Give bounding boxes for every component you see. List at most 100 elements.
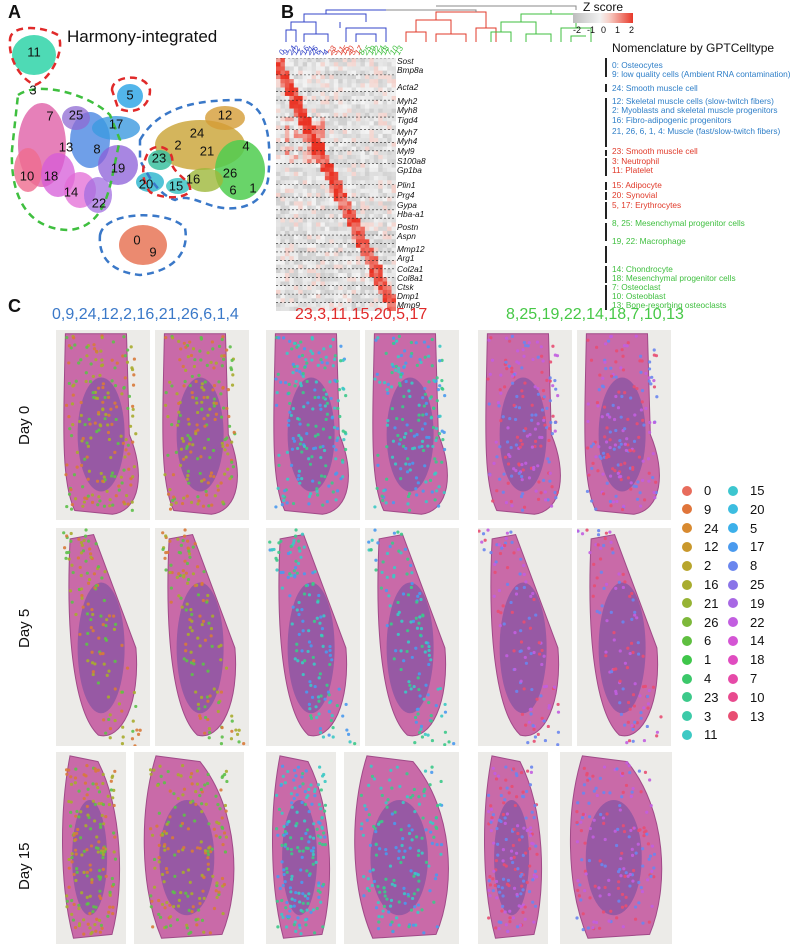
heatmap-cell <box>347 108 352 114</box>
heatmap-cell <box>342 268 348 274</box>
heatmap-cell <box>320 222 326 227</box>
heatmap-cell <box>356 268 361 274</box>
heatmap-cell <box>356 243 361 249</box>
heatmap-cell <box>382 306 388 311</box>
heatmap-cell <box>342 91 348 97</box>
heatmap-cell <box>284 294 290 299</box>
heatmap-cell <box>351 142 357 147</box>
heatmap-cell <box>289 251 295 257</box>
legend-label: 22 <box>750 614 765 630</box>
heatmap-cell <box>320 133 326 139</box>
heatmap-cell <box>347 138 352 143</box>
heatmap-cell <box>387 281 392 286</box>
legend-label: 23 <box>704 689 719 705</box>
heatmap-cell <box>276 171 281 177</box>
heatmap-cell <box>324 302 330 308</box>
heatmap-cell <box>382 163 388 168</box>
heatmap-cell <box>378 281 383 286</box>
heatmap-cell <box>329 277 335 282</box>
heatmap-cell <box>360 294 366 299</box>
heatmap-cell <box>298 163 303 168</box>
heatmap-cell <box>364 264 370 270</box>
heatmap-cell <box>338 192 343 198</box>
heatmap-cell <box>387 150 392 156</box>
heatmap-cell <box>347 129 352 135</box>
heatmap-cell <box>364 235 370 240</box>
heatmap-cell <box>298 74 303 80</box>
heatmap-cell <box>333 108 339 114</box>
heatmap-cell <box>329 214 335 219</box>
heatmap-cell <box>284 298 290 303</box>
heatmap-cell <box>347 171 352 177</box>
heatmap-cell <box>382 146 388 152</box>
heatmap-cell <box>284 192 290 198</box>
heatmap-cell <box>369 256 375 261</box>
heatmap-cell <box>316 277 321 282</box>
heatmap-cell <box>382 87 388 93</box>
heatmap-cell <box>293 226 299 232</box>
heatmap-cell <box>320 171 326 177</box>
heatmap-cell <box>356 66 361 71</box>
heatmap-cell <box>382 70 388 76</box>
heatmap-cell <box>302 121 308 126</box>
heatmap-cell <box>382 95 388 101</box>
heatmap-cell <box>316 226 321 232</box>
heatmap-cell <box>338 243 343 249</box>
heatmap-cell <box>338 273 343 278</box>
heatmap-cell <box>382 209 388 215</box>
heatmap-cell <box>338 188 343 194</box>
heatmap-cell <box>347 298 352 303</box>
heatmap-cell <box>311 289 317 295</box>
heatmap-cell <box>329 218 335 223</box>
heatmap-cell <box>311 302 317 308</box>
legend-label: 17 <box>750 539 765 555</box>
heatmap-cell <box>284 133 290 139</box>
heatmap-cell <box>378 302 383 308</box>
heatmap-cell <box>311 268 317 274</box>
group-title-green: 8,25,19,22,14,18,7,10,13 <box>506 306 684 323</box>
heatmap-cell <box>351 79 357 84</box>
nomenclature-title: Nomenclature by GPTCelltype <box>612 41 775 55</box>
heatmap-cell <box>378 133 383 139</box>
zscore-bar <box>573 13 633 23</box>
legend-label: 21 <box>704 595 719 611</box>
heatmap-cell <box>307 247 312 253</box>
heatmap-cell <box>342 104 348 109</box>
heatmap-cell <box>356 302 361 308</box>
tissue-image <box>477 528 561 747</box>
heatmap-cell <box>347 146 352 152</box>
heatmap-cell <box>311 273 317 278</box>
heatmap-cell <box>302 171 308 177</box>
legend-label: 1 <box>704 652 712 668</box>
heatmap-cell <box>364 289 370 295</box>
group-title-red: 23,3,11,15,20,5,17 <box>295 306 428 323</box>
heatmap-cell <box>391 226 396 232</box>
gene-label: Gypa <box>397 200 417 210</box>
heatmap-cell <box>307 281 312 286</box>
heatmap-cell <box>373 188 379 194</box>
heatmap-cell <box>382 129 388 135</box>
cell-type-annotation: 2: Myoblasts and skeletal muscle progeni… <box>612 105 778 115</box>
heatmap-cell <box>387 87 392 93</box>
heatmap-cell <box>342 226 348 232</box>
heatmap-cell <box>302 302 308 308</box>
heatmap-cell <box>311 188 317 194</box>
heatmap-cell <box>342 239 348 244</box>
heatmap-cell <box>276 281 281 286</box>
tissue-image <box>161 528 246 746</box>
heatmap-cell <box>298 58 303 63</box>
heatmap-cell <box>387 264 392 270</box>
heatmap-cell <box>316 306 321 311</box>
heatmap-cell <box>307 214 312 219</box>
heatmap-cell <box>351 235 357 240</box>
heatmap-cell <box>373 243 379 249</box>
heatmap-cell <box>378 247 383 253</box>
heatmap-cell <box>347 70 352 76</box>
heatmap-cell <box>356 214 361 219</box>
heatmap-cell <box>369 74 375 80</box>
heatmap-cell <box>276 112 281 118</box>
heatmap-cell <box>307 129 312 135</box>
heatmap-cell <box>351 125 357 130</box>
heatmap-cell <box>378 184 383 190</box>
legend-item: 19 <box>728 596 764 611</box>
